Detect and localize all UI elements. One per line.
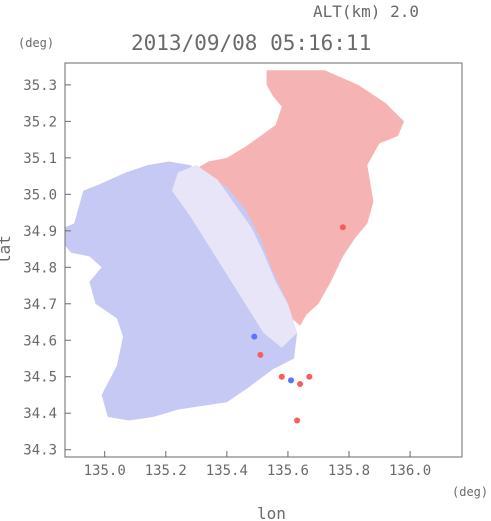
plot-frame [64,62,463,458]
y-tick-label-2: 34.5 [23,370,57,386]
y-axis-label: lat [0,235,14,264]
velocity-region-receding [196,70,404,326]
y-tick-label-4: 34.7 [23,297,57,313]
x-axis-ticks: 135.0 135.2 135.4 135.6 135.8 136.0 [84,451,431,479]
y-tick-label-8: 35.1 [23,151,57,167]
x-tick-label-0: 135.0 [84,463,126,479]
chart-title: 2013/09/08 05:16:11 [131,31,371,55]
velocity-regions [65,70,404,421]
x-tick-label-2: 135.4 [206,463,248,479]
velocity-speckle-3 [306,373,313,380]
velocity-speckle-5 [339,224,346,231]
x-axis-label: lon [257,504,286,521]
y-tick-label-0: 34.3 [23,443,57,459]
y-axis-ticks: 34.3 34.4 34.5 34.6 34.7 34.8 34.9 35.0 35.1 35.2… [23,78,71,459]
velocity-speckle-4 [294,417,301,424]
y-tick-label-6: 34.9 [23,224,57,240]
velocity-region-transition [171,165,298,348]
x-axis-unit: (deg) [452,485,488,499]
y-tick-label-10: 35.3 [23,78,57,94]
altitude-label: ALT(km) 2.0 [313,2,419,21]
y-tick-label-3: 34.6 [23,333,57,349]
y-tick-label-5: 34.8 [23,260,57,276]
x-tick-label-1: 135.2 [145,463,187,479]
velocity-speckle-7 [257,351,264,358]
velocity-speckle-1 [288,377,294,384]
y-tick-label-7: 35.0 [23,187,57,203]
x-tick-label-4: 135.8 [328,463,370,479]
velocity-speckle-0 [278,373,285,380]
x-tick-label-5: 136.0 [389,463,431,479]
y-axis-unit: (deg) [18,36,54,50]
velocity-speckle-6 [251,333,258,340]
y-tick-label-9: 35.2 [23,114,57,130]
y-tick-label-1: 34.4 [23,406,57,422]
x-tick-label-3: 135.6 [267,463,309,479]
velocity-speckle-2 [297,381,304,387]
velocity-speckles [251,224,346,424]
